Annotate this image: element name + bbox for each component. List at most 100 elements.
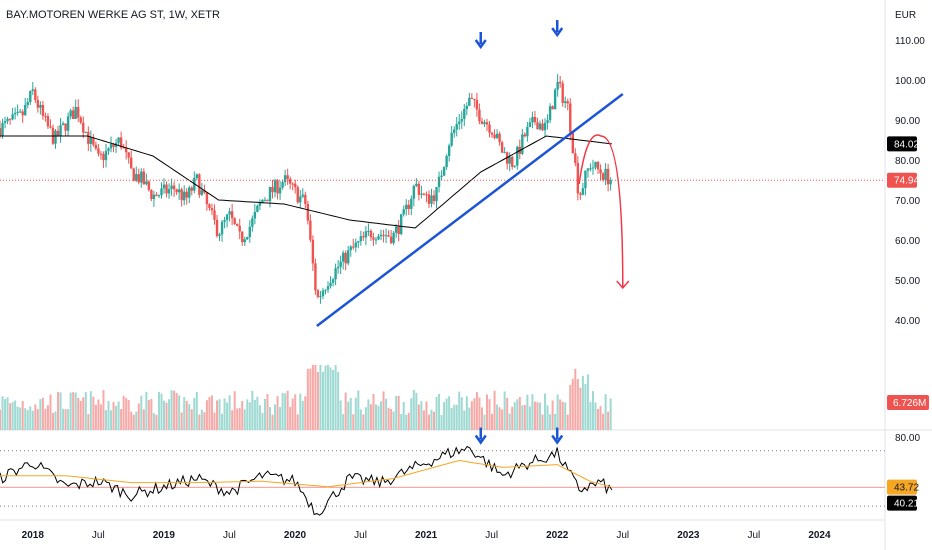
volume-bar [425, 401, 428, 430]
volume-bar [140, 395, 143, 430]
volume-bar [523, 404, 526, 430]
volume-bar [485, 394, 488, 430]
volume-bar [430, 409, 433, 430]
candle-body [1, 122, 4, 136]
price-tick-label: 70.00 [895, 196, 920, 207]
candle-body [521, 134, 524, 154]
volume-bar [175, 392, 178, 430]
candle-body [326, 286, 330, 290]
volume-bar [306, 368, 309, 430]
price-tick-label: 50.00 [895, 276, 920, 287]
volume-bar [180, 412, 183, 430]
volume-bar [342, 414, 345, 430]
volume-bar [395, 396, 398, 430]
volume-bar [203, 412, 206, 430]
candle-body [233, 218, 236, 224]
volume-bar [195, 391, 198, 430]
candle-body [470, 97, 474, 99]
volume-bar [334, 365, 337, 430]
candle-body [435, 187, 438, 202]
candle-body [347, 250, 350, 264]
volume-bar [127, 399, 130, 430]
candle-body [508, 156, 511, 164]
candle-body [584, 170, 587, 189]
volume-bar [380, 401, 383, 430]
candle-body [135, 174, 138, 181]
candle-body [498, 133, 501, 143]
volume-bar [150, 398, 153, 430]
volume-bar [294, 394, 297, 430]
candle-body [152, 194, 156, 199]
volume-bar [122, 395, 125, 430]
candle-body [334, 268, 337, 280]
candle-body [243, 239, 246, 243]
rsi-last-badge: 40.21 [887, 495, 919, 511]
volume-bar [551, 400, 554, 430]
volume-bar [41, 397, 44, 430]
volume-bar [319, 365, 322, 430]
volume-bar [145, 391, 148, 430]
candle-body [463, 109, 466, 119]
candle-body [299, 196, 302, 203]
volume-bar [210, 395, 213, 430]
volume-bar [11, 402, 14, 430]
candle-body [352, 246, 355, 248]
candle-body [84, 131, 87, 133]
volume-bar [511, 406, 514, 430]
volume-bar [473, 398, 476, 430]
candle-body [102, 153, 105, 161]
arrow-down-icon [474, 39, 487, 50]
candle-body [316, 290, 320, 297]
candle-body [89, 137, 93, 144]
volume-bar [533, 401, 536, 430]
candle-body [523, 134, 527, 137]
volume-bar [200, 409, 203, 430]
candle-body [6, 118, 9, 122]
candle-body [450, 132, 453, 146]
candle-body [536, 122, 539, 130]
candle-body [541, 123, 544, 131]
volume-bar [193, 397, 196, 430]
volume-bar [132, 414, 135, 430]
candle-body [422, 193, 426, 195]
time-tick-label: Jul [92, 530, 105, 541]
volume-bar [458, 391, 461, 430]
candle-body [26, 102, 29, 105]
volume-bar [21, 401, 24, 430]
volume-bar [87, 414, 90, 430]
rsi-ma-value: 43.72 [894, 483, 919, 494]
volume-bar [311, 365, 314, 430]
volume-bar [498, 407, 501, 430]
candle-body [488, 124, 491, 133]
candle-body [140, 171, 143, 183]
candle-body [64, 123, 67, 131]
candle-body [150, 189, 153, 199]
candle-body [71, 110, 75, 119]
candle-body [8, 118, 12, 120]
price-lines [0, 135, 885, 229]
price-tick-label: 60.00 [895, 236, 920, 247]
candle-body [430, 195, 433, 204]
candle-body [478, 109, 481, 122]
volume-bar [516, 399, 519, 430]
candle-body [306, 203, 310, 221]
projection-curve [578, 134, 624, 289]
candle-body [377, 236, 380, 240]
volume-bar [251, 390, 254, 430]
candle-body [569, 103, 572, 133]
candle-body [561, 83, 564, 103]
candle-body [11, 114, 14, 120]
candle-body [526, 127, 529, 137]
candle-body [220, 221, 224, 235]
candle-body [104, 150, 108, 161]
candle-body [263, 199, 267, 201]
price-tick-label: 80.00 [895, 156, 920, 167]
candle-body [420, 193, 423, 195]
candle-body [417, 183, 421, 195]
volume-bar [556, 394, 559, 430]
volume-bar [443, 402, 446, 430]
candle-body [516, 146, 519, 166]
candle-body [228, 211, 231, 215]
volume-bar [309, 368, 312, 430]
candle-body [230, 211, 234, 219]
